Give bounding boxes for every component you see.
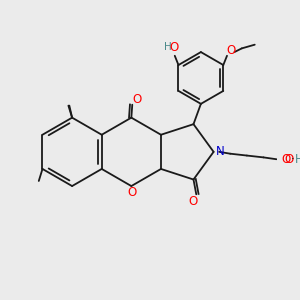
Text: N: N	[216, 145, 224, 158]
Text: H: H	[164, 43, 171, 52]
Text: H: H	[295, 153, 300, 166]
Text: O: O	[169, 41, 178, 54]
Text: O: O	[285, 153, 294, 166]
Text: ·: ·	[291, 153, 295, 166]
Text: O: O	[128, 186, 137, 199]
Text: O: O	[189, 195, 198, 208]
Text: O: O	[226, 44, 235, 57]
Text: O: O	[281, 153, 290, 166]
Text: O: O	[132, 93, 142, 106]
